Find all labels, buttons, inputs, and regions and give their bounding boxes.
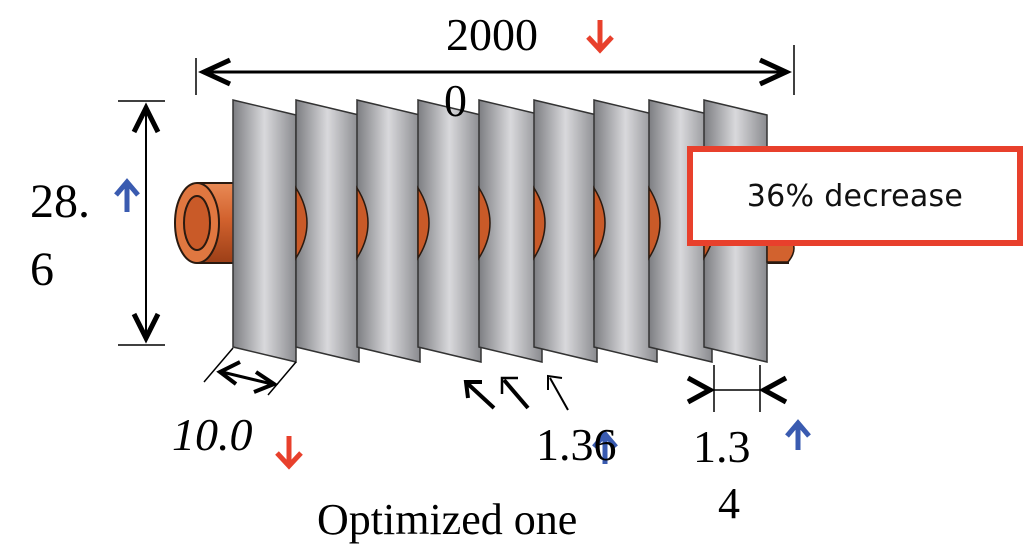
length-dimension [195,45,795,95]
height-label: 28. [30,175,90,228]
up-arrow-icon [592,430,618,464]
fin [417,99,482,363]
length-label: 2000 [446,9,538,60]
fin-tube-diagram [114,20,811,470]
small-dimension [686,365,788,412]
fin-thickness-label: 1.36 [536,419,617,470]
decrease-callout: 36% decrease [687,146,1023,246]
callout-text: 36% decrease [746,178,964,214]
fin [232,99,297,363]
down-arrow-icon [586,20,614,54]
up-arrow-icon [114,178,140,212]
tube-dimension-label: 1.3 [693,421,751,472]
caption: Optimized one [317,495,578,544]
fin-thickness-pointers [463,374,569,411]
fin [593,99,658,363]
length-label-continued: 0 [444,75,467,126]
height-label-continued: 6 [30,243,54,296]
fin [295,99,360,363]
fin-spacing-label: 10.0 [172,409,253,460]
fin [533,99,598,363]
height-dimension [118,100,165,346]
fin [478,99,543,363]
tube-dimension-label-continued: 4 [718,479,740,528]
up-arrow-icon [785,419,811,450]
down-arrow-icon [275,436,303,470]
fin [356,99,421,363]
fin-spacing-dimension [203,347,297,396]
